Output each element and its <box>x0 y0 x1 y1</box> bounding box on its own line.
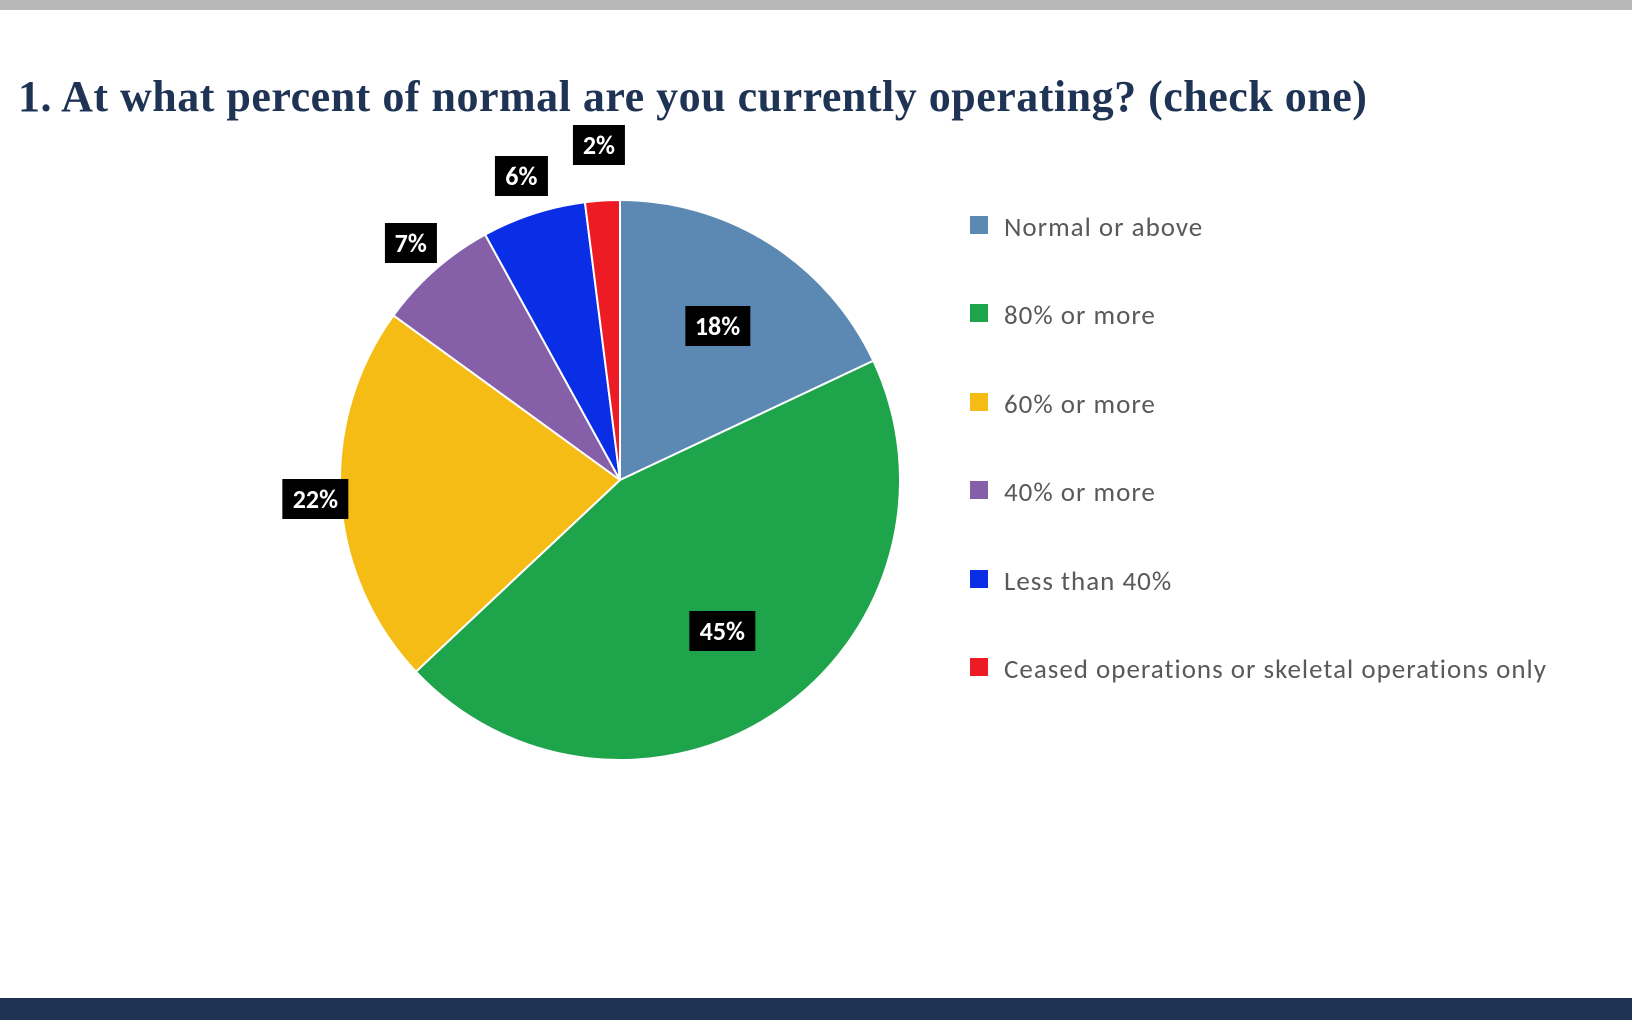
legend-swatch <box>970 658 988 676</box>
legend-item: Less than 40% <box>970 564 1610 600</box>
legend-swatch <box>970 216 988 234</box>
legend-label: Normal or above <box>1004 210 1203 246</box>
pie-data-label: 18% <box>685 306 750 346</box>
pie-data-label: 22% <box>283 479 348 519</box>
pie-chart: 18%45%22%7%6%2% <box>340 200 900 760</box>
pie-svg <box>340 200 900 760</box>
chart-area: 18% 45% 22% 7% 6% 2% Normal or above 80% or mo… <box>0 0 1632 1020</box>
pie-data-label: 6% <box>495 156 547 196</box>
legend-label: 40% or more <box>1004 475 1156 511</box>
legend-item: Ceased operations or skeletal operations… <box>970 652 1610 688</box>
legend-label: 80% or more <box>1004 298 1156 334</box>
legend-label: Less than 40% <box>1004 564 1172 600</box>
legend-item: 60% or more <box>970 387 1610 423</box>
legend-item: 40% or more <box>970 475 1610 511</box>
legend-swatch <box>970 304 988 322</box>
legend-label: Ceased operations or skeletal operations… <box>1004 652 1547 688</box>
legend-swatch <box>970 570 988 588</box>
legend-swatch <box>970 481 988 499</box>
legend-item: Normal or above <box>970 210 1610 246</box>
pie-data-label: 2% <box>573 125 625 165</box>
pie-data-label: 45% <box>690 611 755 651</box>
legend-label: 60% or more <box>1004 387 1156 423</box>
bottom-border-bar <box>0 998 1632 1020</box>
legend-item: 80% or more <box>970 298 1610 334</box>
legend: Normal or above 80% or more 60% or more 40%… <box>970 210 1610 741</box>
pie-data-label: 7% <box>385 223 437 263</box>
legend-swatch <box>970 393 988 411</box>
